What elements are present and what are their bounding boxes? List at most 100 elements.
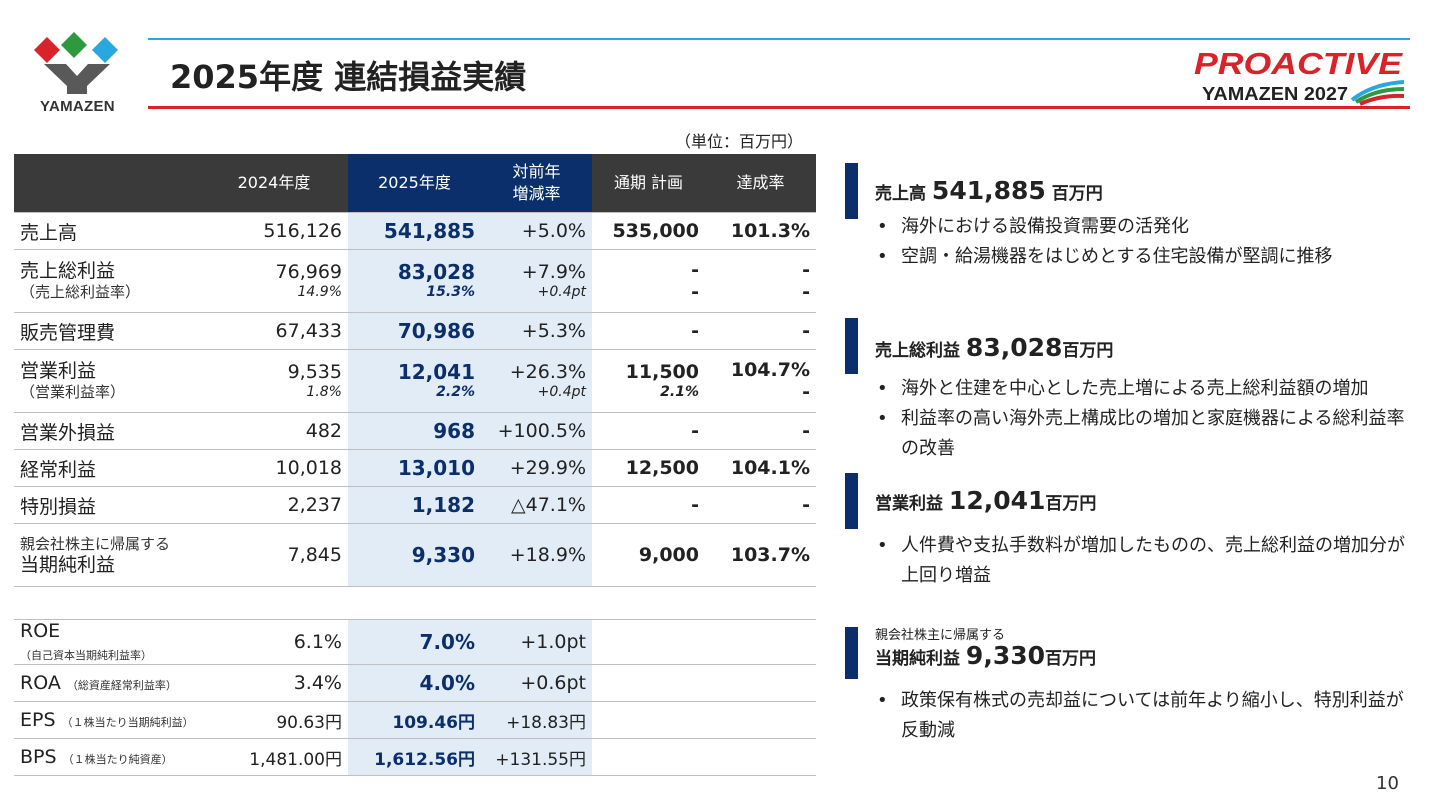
yoy-cell: +7.9% +0.4pt <box>481 249 592 313</box>
row-sublabel: （売上総利益率） <box>20 283 141 301</box>
section-value: 9,330 <box>965 641 1045 670</box>
fy24-value: 76,969 <box>275 261 342 283</box>
fy25-value: 70,986 <box>348 312 481 350</box>
plan-value: 12,500 <box>592 449 705 487</box>
plan-value: - <box>592 312 705 350</box>
plan-value: 535,000 <box>592 212 705 250</box>
proactive-logo-text: PROACTIVE <box>1194 46 1404 81</box>
fy25-value: 1,612.56円 <box>348 738 481 776</box>
ratio-label: EPS <box>20 709 56 731</box>
plan-value: - <box>691 259 699 281</box>
list-item: 人件費や支払手数料が増加したものの、売上総利益の増加分が上回り増益 <box>875 531 1415 591</box>
section-prelabel: 親会社株主に帰属する <box>875 628 1006 643</box>
row-label-cell: 営業利益 （営業利益率） <box>14 349 200 413</box>
section-title-net-income: 当期純利益 9,330百万円 <box>875 641 1096 670</box>
fy24-subvalue: 1.8% <box>306 384 342 400</box>
ratio-label: ROA <box>20 672 61 694</box>
fy25-cell: 83,028 15.3% <box>348 249 481 313</box>
fy25-value: 9,330 <box>348 523 481 587</box>
proactive-logo-sub: YAMAZEN 2027 <box>1202 84 1348 104</box>
row-label-cell: 親会社株主に帰属する 当期純利益 <box>14 523 200 587</box>
section-accent-bar <box>845 473 858 529</box>
empty-cell <box>705 738 816 776</box>
swoosh-blue-icon <box>1350 80 1405 102</box>
empty-cell <box>592 738 705 776</box>
header-fy2024: 2024年度 <box>200 154 348 213</box>
fy25-value: 12,041 <box>397 360 475 384</box>
row-label: 売上高 <box>14 212 200 250</box>
company-logo-text: YAMAZEN <box>40 98 115 115</box>
list-item: 政策保有株式の売却益については前年より縮小し、特別利益が反動減 <box>875 686 1415 746</box>
rate-value: - <box>705 486 816 524</box>
ratio-note: （自己資本当期純利益率） <box>20 649 152 662</box>
section-accent-bar <box>845 627 858 679</box>
fy24-value: 516,126 <box>200 212 348 250</box>
row-label: 売上総利益 <box>20 260 116 282</box>
fy25-cell: 12,041 2.2% <box>348 349 481 413</box>
row-label: 経常利益 <box>14 449 200 487</box>
yoy-subvalue: +0.4pt <box>537 384 586 400</box>
section-bullets-operating-profit: 人件費や支払手数料が増加したものの、売上総利益の増加分が上回り増益 <box>875 531 1415 591</box>
yoy-value: +7.9% <box>521 261 586 283</box>
table-row: 親会社株主に帰属する 当期純利益 7,845 9,330 +18.9% 9,00… <box>14 523 816 587</box>
rate-cell: 104.7% - <box>705 349 816 413</box>
table-row: ROA （総資産経常利益率） 3.4% 4.0% +0.6pt <box>14 664 816 702</box>
yoy-value: +29.9% <box>481 449 592 487</box>
row-prelabel: 親会社株主に帰属する <box>20 535 171 553</box>
table-row: BPS （１株当たり純資産） 1,481.00円 1,612.56円 +131.… <box>14 738 816 776</box>
ratio-label-cell: ROA （総資産経常利益率） <box>14 664 200 702</box>
rate-subvalue: - <box>802 281 810 303</box>
section-title: 売上高 <box>875 184 926 204</box>
fy24-subvalue: 14.9% <box>297 284 342 300</box>
yoy-value: △47.1% <box>481 486 592 524</box>
empty-cell <box>705 664 816 702</box>
yoy-value: +5.0% <box>481 212 592 250</box>
fy25-value: 83,028 <box>397 260 475 284</box>
empty-cell <box>592 701 705 739</box>
empty-cell <box>705 619 816 665</box>
ratio-label: ROE <box>20 620 61 642</box>
fy24-value: 482 <box>200 412 348 450</box>
table-row: ROE （自己資本当期純利益率） 6.1% 7.0% +1.0pt <box>14 619 816 665</box>
fy25-value: 13,010 <box>348 449 481 487</box>
section-value: 12,041 <box>948 486 1046 515</box>
rate-value: 101.3% <box>705 212 816 250</box>
rate-value: 104.1% <box>705 449 816 487</box>
plan-cell: 11,500 2.1% <box>592 349 705 413</box>
empty-cell <box>592 664 705 702</box>
yoy-value: +100.5% <box>481 412 592 450</box>
plan-cell: - - <box>592 249 705 313</box>
empty-cell <box>592 619 705 665</box>
page-number: 10 <box>1376 773 1399 794</box>
yamazen-logo: YAMAZEN <box>30 30 125 120</box>
section-unit: 百万円 <box>1051 184 1103 204</box>
rate-value: - <box>705 412 816 450</box>
list-item: 海外における設備投資需要の活発化 <box>875 212 1415 242</box>
section-title-sales: 売上高 541,885 百万円 <box>875 176 1103 205</box>
section-accent-bar <box>845 163 858 219</box>
header-achievement: 達成率 <box>705 154 816 213</box>
section-value: 83,028 <box>965 333 1063 362</box>
header-yoy-line1: 対前年 <box>512 162 561 181</box>
fy25-value: 968 <box>348 412 481 450</box>
table-spacer <box>14 586 816 620</box>
section-accent-bar <box>845 318 858 374</box>
fy25-subvalue: 2.2% <box>436 384 475 400</box>
table-row: 営業外損益 482 968 +100.5% - - <box>14 412 816 450</box>
financial-results-table: 2024年度 2025年度 対前年 増減率 通期 計画 達成率 売上高 516,… <box>14 154 816 776</box>
header-plan: 通期 計画 <box>592 154 705 213</box>
header-blank <box>14 154 200 213</box>
fy24-value: 90.63円 <box>200 701 348 739</box>
header-yoy: 対前年 増減率 <box>481 154 592 213</box>
section-bullets-gross-profit: 海外と住建を中心とした売上増による売上総利益額の増加 利益率の高い海外売上構成比… <box>875 374 1415 464</box>
ratio-note: （１株当たり当期純利益） <box>61 716 194 729</box>
fy25-value: 109.46円 <box>348 701 481 739</box>
title-underline <box>148 106 1410 109</box>
rate-value: 104.7% <box>730 359 810 381</box>
ratio-note: （総資産経常利益率） <box>66 679 177 692</box>
fy24-value: 1,481.00円 <box>200 738 348 776</box>
rate-cell: - - <box>705 249 816 313</box>
table-row: 売上高 516,126 541,885 +5.0% 535,000 101.3% <box>14 212 816 250</box>
list-item: 利益率の高い海外売上構成比の増加と家庭機器による総利益率の改善 <box>875 404 1415 464</box>
top-divider <box>148 38 1410 40</box>
